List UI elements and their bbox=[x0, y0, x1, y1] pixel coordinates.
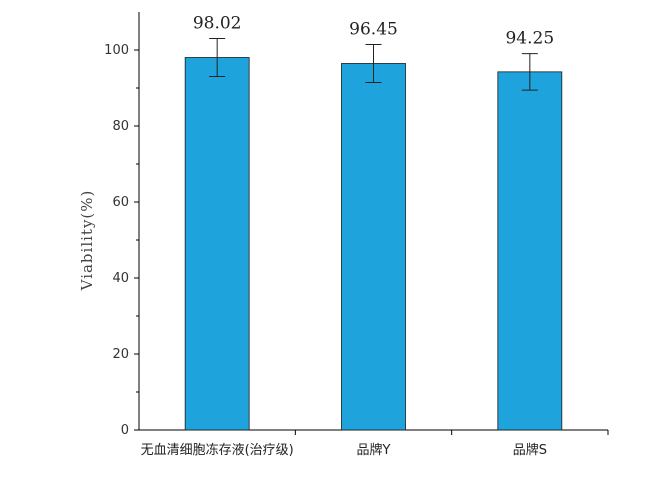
bar bbox=[497, 71, 563, 431]
data-label-series: 98.02 96.45 94.25 bbox=[193, 14, 554, 49]
y-axis-ticks: 0 20 40 60 80 100 bbox=[104, 43, 139, 438]
data-label: 94.25 bbox=[505, 29, 554, 49]
error-bar-series bbox=[209, 38, 538, 91]
bar bbox=[184, 57, 250, 431]
data-label: 96.45 bbox=[349, 19, 398, 39]
x-tick-label: 品牌Y bbox=[357, 442, 391, 458]
data-label: 98.02 bbox=[193, 14, 242, 34]
y-tick-label: 40 bbox=[112, 271, 129, 286]
x-tick-label: 无血清细胞冻存液(治疗级) bbox=[141, 442, 294, 458]
x-axis-ticks: 无血清细胞冻存液(治疗级) 品牌Y 品牌S bbox=[141, 430, 609, 458]
y-tick-label: 80 bbox=[112, 119, 129, 134]
y-axis-title: Viability(%) bbox=[78, 190, 96, 292]
y-tick-label: 20 bbox=[112, 347, 129, 362]
bar-series bbox=[184, 57, 563, 431]
y-tick-label: 100 bbox=[104, 43, 129, 58]
x-tick-label: 品牌S bbox=[513, 442, 547, 458]
y-tick-label: 0 bbox=[121, 423, 129, 438]
plot-area: 0 20 40 60 80 100 无血清细胞冻存液(治疗级) 品牌Y 品牌S 98.02 96… bbox=[104, 12, 609, 458]
bar bbox=[341, 63, 406, 431]
y-tick-label: 60 bbox=[112, 195, 129, 210]
